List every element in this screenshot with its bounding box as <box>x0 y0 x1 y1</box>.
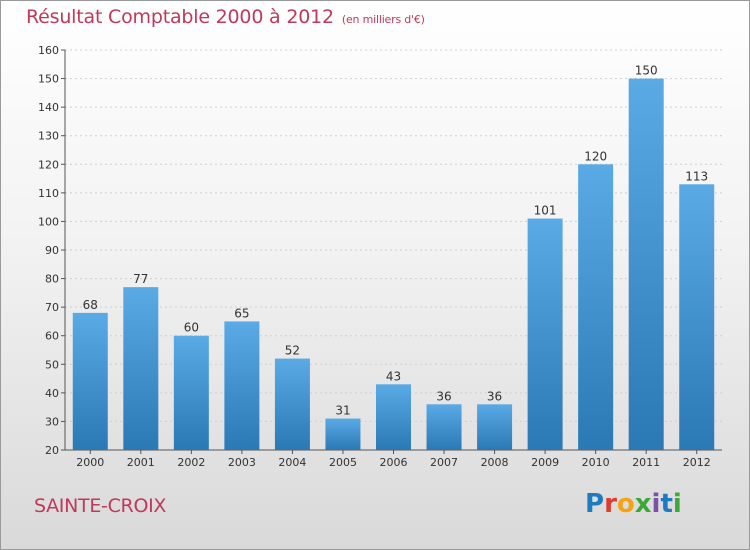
x-tick-label: 2000 <box>76 456 104 469</box>
y-tick-label: 140 <box>38 101 59 114</box>
y-tick-label: 50 <box>45 358 59 371</box>
data-label: 120 <box>584 149 607 163</box>
y-tick-label: 40 <box>45 387 59 400</box>
data-label: 65 <box>234 306 249 320</box>
bar <box>274 358 310 450</box>
grid-lines <box>65 49 722 422</box>
y-tick-label: 30 <box>45 415 59 428</box>
x-tick-label: 2002 <box>177 456 205 469</box>
logo-letter: i <box>651 489 661 519</box>
logo-letter: t <box>660 489 673 519</box>
data-label: 36 <box>487 389 502 403</box>
bar <box>679 184 715 451</box>
x-tick-label: 2003 <box>228 456 256 469</box>
proxiti-logo: Proxiti <box>585 489 682 519</box>
title-text: Résultat Comptable 2000 à 2012 <box>26 6 334 28</box>
y-tick-label: 160 <box>38 44 59 57</box>
x-tick-label: 2004 <box>278 456 306 469</box>
x-tick-label: 2009 <box>531 456 559 469</box>
bars <box>72 78 715 451</box>
bar <box>527 218 563 450</box>
data-label: 101 <box>534 204 557 218</box>
data-label: 77 <box>133 272 148 286</box>
bar <box>426 404 462 450</box>
y-tick-label: 20 <box>45 444 59 457</box>
bar <box>224 321 260 450</box>
data-label: 68 <box>83 298 98 312</box>
data-label: 43 <box>386 369 401 383</box>
bar <box>376 384 411 450</box>
y-tick-label: 150 <box>38 73 59 86</box>
x-tick-label: 2011 <box>632 456 660 469</box>
bar <box>578 164 614 451</box>
bar <box>628 78 664 451</box>
x-tick-label: 2006 <box>380 456 408 469</box>
y-tick-label: 80 <box>45 273 59 286</box>
x-tick-label: 2010 <box>582 456 610 469</box>
y-tick-label: 110 <box>38 187 59 200</box>
logo-letter: o <box>616 489 635 519</box>
bar <box>325 418 361 450</box>
data-label: 60 <box>184 321 199 335</box>
x-tick-label: 2008 <box>481 456 509 469</box>
logo-letter: r <box>604 489 617 519</box>
y-tick-label: 120 <box>38 158 59 171</box>
bar <box>72 312 108 450</box>
data-label: 36 <box>436 389 451 403</box>
data-label: 113 <box>685 169 708 183</box>
data-label: 52 <box>285 344 300 358</box>
y-tick-label: 60 <box>45 330 59 343</box>
x-tick-label: 2001 <box>127 456 155 469</box>
data-label: 150 <box>635 64 658 78</box>
location-name: SAINTE-CROIX <box>34 495 167 517</box>
chart-subtitle: (en milliers d'€) <box>341 13 425 26</box>
y-tick-label: 90 <box>45 244 59 257</box>
x-tick-label: 2012 <box>683 456 711 469</box>
x-tick-label: 2007 <box>430 456 458 469</box>
logo-letter: x <box>634 489 652 519</box>
labels: 20 30 40 50 60 70 80 90 100 110 120 130 140 150 160 68 2… <box>38 44 711 469</box>
x-tick-label: 2005 <box>329 456 357 469</box>
y-tick-label: 70 <box>45 301 59 314</box>
logo-letter: i <box>672 489 682 519</box>
y-tick-label: 100 <box>38 215 59 228</box>
data-label: 31 <box>335 404 350 418</box>
chart-title: Résultat Comptable 2000 à 2012 (en millie… <box>26 6 425 28</box>
bar <box>123 287 159 450</box>
bar <box>173 335 209 450</box>
y-tick-label: 130 <box>38 130 59 143</box>
logo-letter: P <box>585 489 605 519</box>
bar <box>477 404 513 450</box>
